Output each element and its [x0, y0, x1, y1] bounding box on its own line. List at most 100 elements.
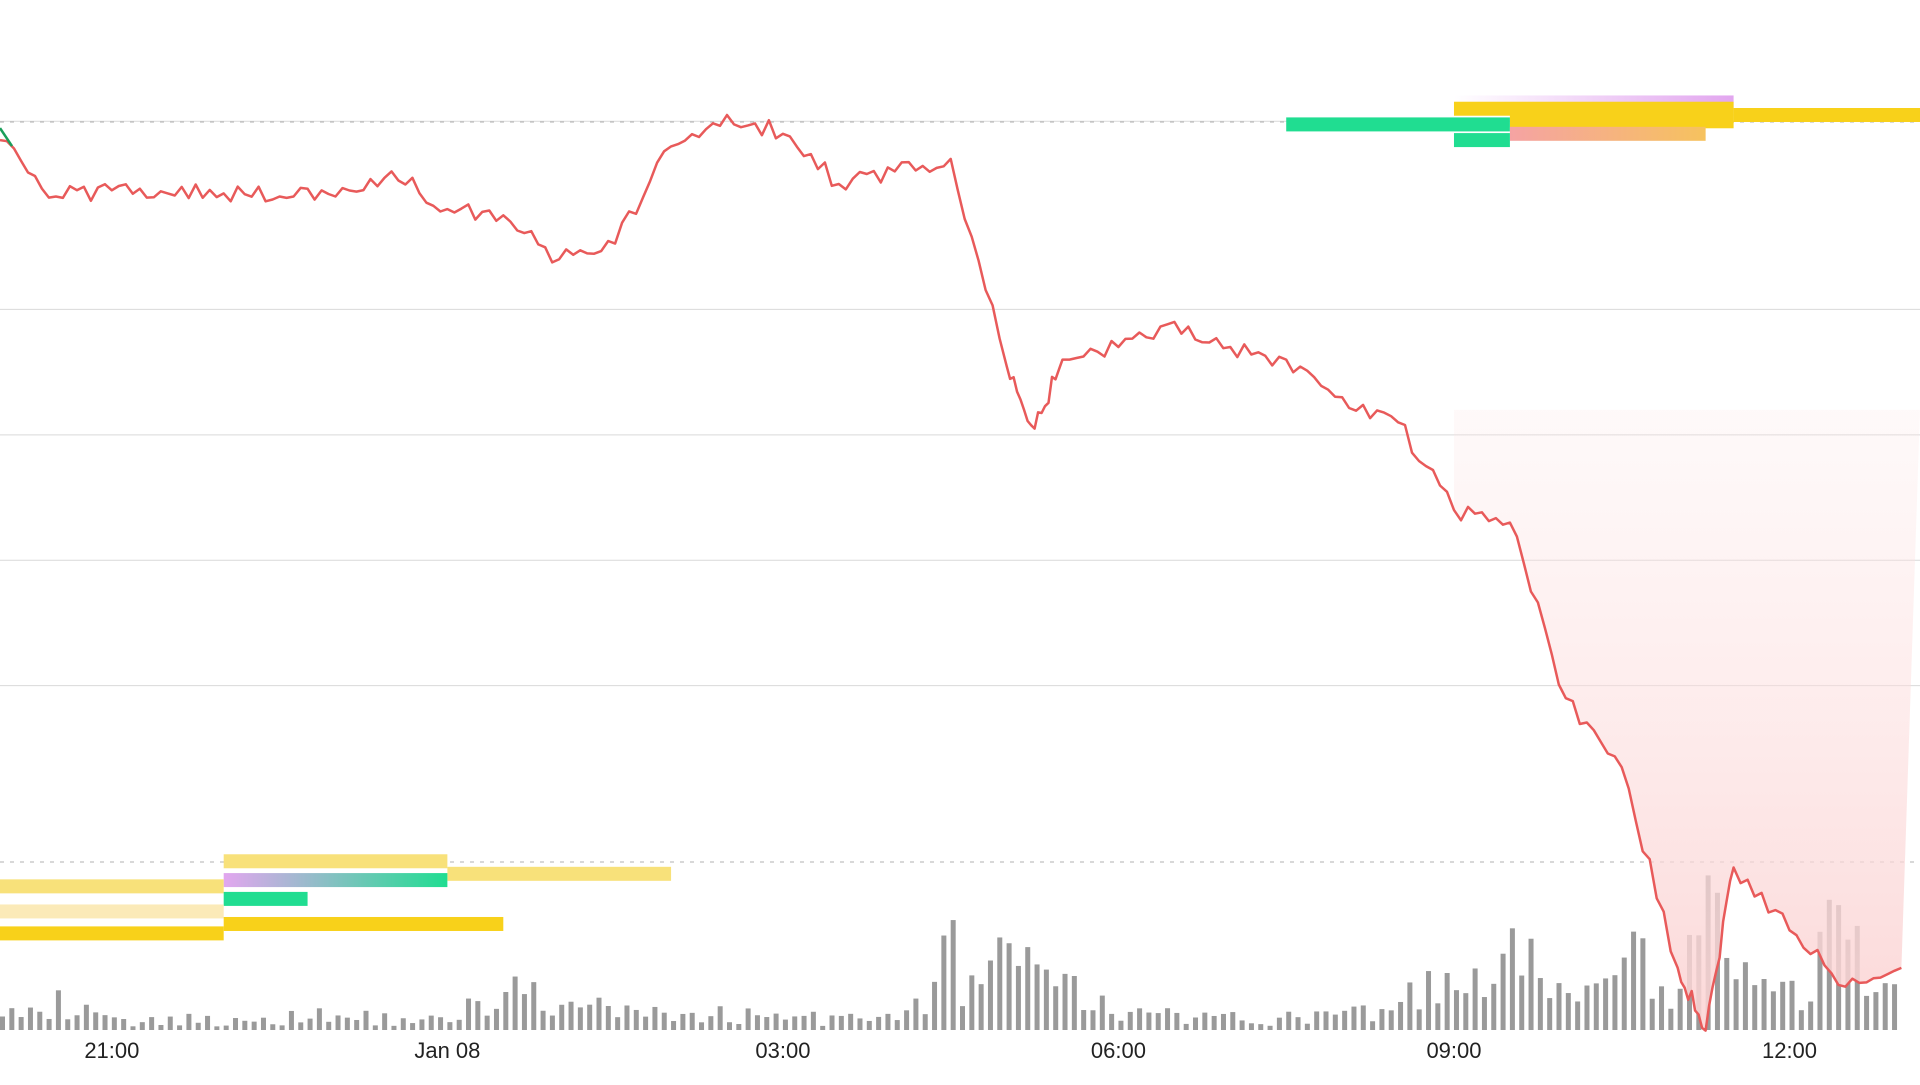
volume-bar	[1798, 1010, 1804, 1030]
volume-bar	[1071, 976, 1077, 1030]
volume-bar	[1528, 938, 1534, 1030]
volume-bar	[205, 1015, 211, 1030]
volume-bar	[326, 1021, 332, 1030]
volume-bar	[829, 1015, 835, 1030]
volume-bar	[596, 997, 602, 1030]
volume-bar	[1174, 1012, 1180, 1030]
volume-bar	[1659, 986, 1665, 1030]
volume-bar	[661, 1012, 667, 1030]
volume-bar	[1109, 1013, 1115, 1030]
volume-bar	[1603, 978, 1609, 1030]
volume-bar	[1118, 1020, 1124, 1030]
volume-bar	[55, 990, 61, 1030]
volume-bar	[1230, 1012, 1236, 1030]
volume-bar	[354, 1019, 360, 1030]
volume-bar	[1043, 969, 1049, 1030]
volume-bar	[130, 1026, 136, 1030]
volume-bar	[689, 1012, 695, 1030]
x-tick-label: 09:00	[1426, 1038, 1481, 1063]
volume-bar	[950, 920, 956, 1030]
volume-bar	[260, 1017, 266, 1030]
volume-bar	[1081, 1010, 1087, 1030]
volume-bar	[1388, 1010, 1394, 1030]
volume-bar	[456, 1019, 462, 1030]
volume-bar	[419, 1019, 425, 1030]
volume-bar	[1789, 980, 1795, 1030]
volume-bar	[242, 1020, 248, 1030]
volume-bar	[1202, 1012, 1208, 1030]
volume-bar	[1062, 973, 1068, 1030]
volume-bar	[1733, 979, 1739, 1030]
volume-bar	[1481, 997, 1487, 1030]
volume-bar	[708, 1016, 714, 1030]
volume-bar	[233, 1018, 239, 1030]
volume-bar	[587, 1004, 593, 1030]
volume-bar	[1491, 983, 1497, 1030]
volume-bar	[1025, 947, 1031, 1030]
volume-bar	[1276, 1017, 1282, 1030]
volume-bar	[382, 1013, 388, 1030]
volume-bar	[1370, 1021, 1376, 1030]
price-line	[0, 113, 1902, 1032]
volume-bar	[177, 1025, 183, 1030]
volume-bar	[1165, 1008, 1171, 1030]
volume-bar	[410, 1023, 416, 1030]
volume-bar	[531, 982, 537, 1030]
volume-bar	[745, 1008, 751, 1030]
volume-bar	[773, 1013, 779, 1030]
volume-bar	[307, 1018, 313, 1030]
volume-bar	[1034, 964, 1040, 1030]
volume-bar	[549, 1015, 555, 1030]
volume-bar	[447, 1022, 453, 1030]
volume-bar	[941, 935, 947, 1030]
volume-bar	[93, 1012, 99, 1030]
volume-bar	[65, 1019, 71, 1030]
volume-bar	[1267, 1025, 1273, 1030]
volume-bar	[335, 1015, 341, 1030]
volume-bar	[987, 960, 993, 1030]
volume-bar	[1724, 957, 1730, 1030]
volume-bar	[1453, 990, 1459, 1030]
volume-bar	[438, 1017, 444, 1030]
volume-bar	[298, 1022, 304, 1030]
volume-bar	[1053, 986, 1059, 1030]
liquidity-band	[1733, 108, 1920, 122]
volume-bar	[428, 1015, 434, 1030]
volume-bar	[1351, 1006, 1357, 1030]
price-line-path	[0, 113, 1902, 1032]
volume-bar	[521, 994, 527, 1030]
volume-bar	[1155, 1013, 1161, 1030]
volume-bar	[1332, 1014, 1338, 1030]
volume-bar	[1565, 993, 1571, 1030]
volume-bar	[801, 1015, 807, 1030]
volume-bar	[363, 1010, 369, 1030]
volume-bar	[475, 1001, 481, 1030]
volume-bar	[1193, 1017, 1199, 1030]
volume-bar	[1314, 1011, 1320, 1030]
volume-bar	[680, 1013, 686, 1030]
volume-bar	[37, 1011, 43, 1030]
volume-bar	[1892, 984, 1898, 1030]
volume-bar	[1640, 938, 1646, 1030]
volume-bar	[1808, 1001, 1814, 1030]
liquidity-band	[0, 926, 224, 941]
volume-bar	[960, 1006, 965, 1030]
volume-bar	[111, 1017, 117, 1030]
volume-bar	[316, 1008, 322, 1030]
x-tick-label: 06:00	[1091, 1038, 1146, 1063]
volume-bar	[1323, 1011, 1329, 1030]
volume-bar	[1183, 1023, 1189, 1030]
liquidity-band	[223, 916, 504, 931]
volume-bar	[503, 992, 509, 1030]
volume-bar	[1463, 993, 1469, 1030]
volume-bar	[540, 1010, 546, 1030]
liquidity-band	[447, 866, 672, 881]
volume-bar	[848, 1013, 854, 1030]
volume-bar	[1304, 1023, 1310, 1030]
volume-bar	[1211, 1015, 1217, 1030]
volume-bar	[1416, 1009, 1422, 1030]
volume-bar	[149, 1017, 155, 1030]
liquidity-band	[223, 854, 448, 869]
liquidity-band	[0, 904, 224, 919]
